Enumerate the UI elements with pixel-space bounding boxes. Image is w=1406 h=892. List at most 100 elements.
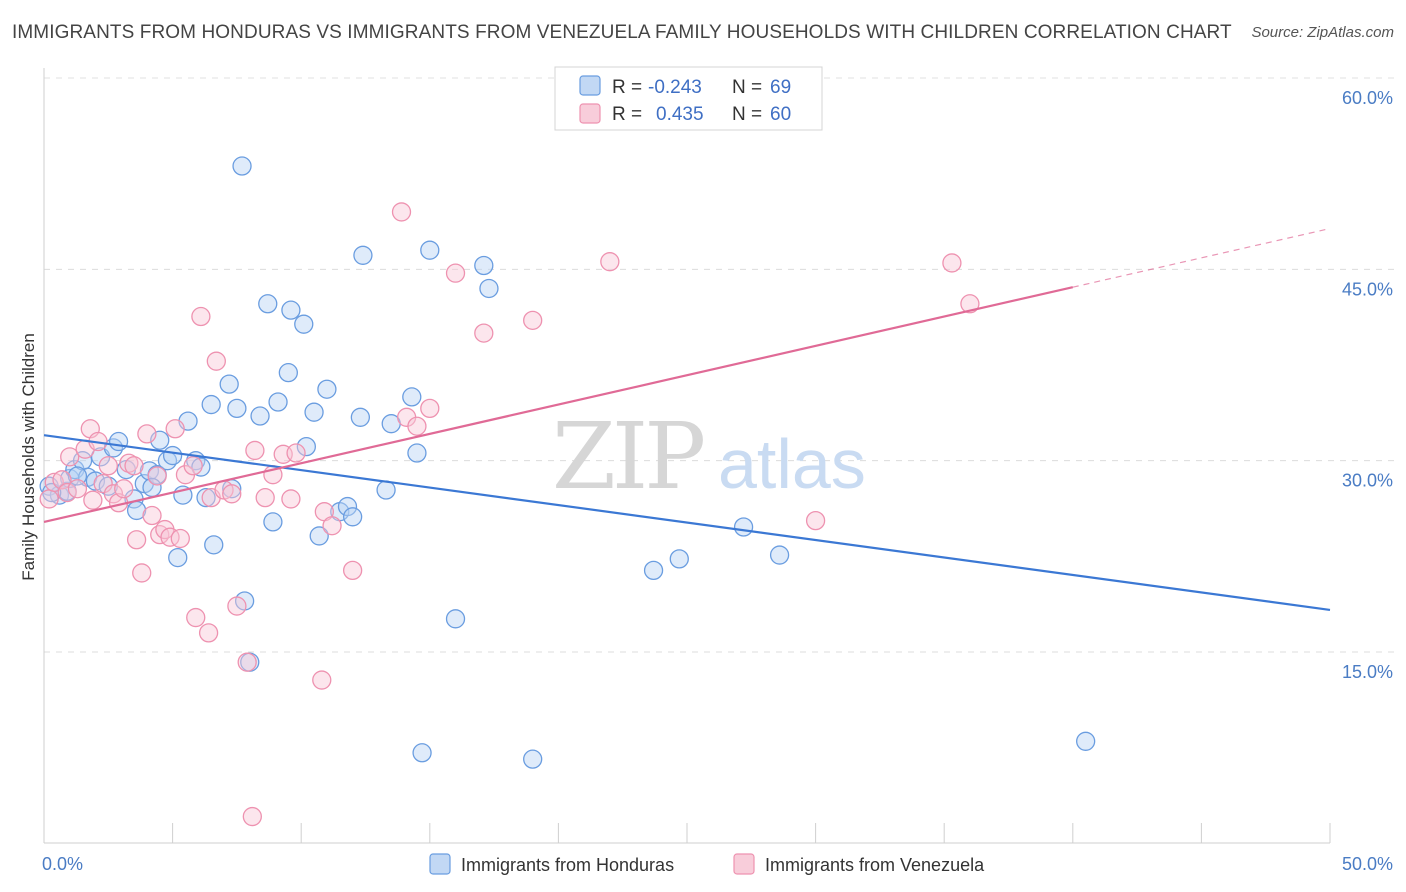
series-legend-swatch-venezuela (733, 853, 755, 875)
point-honduras-20 (162, 445, 183, 466)
y-tick-label-2: 45.0% (1342, 279, 1393, 299)
point-venezuela-44 (286, 443, 306, 463)
point-honduras-26 (196, 488, 216, 508)
point-honduras-28 (204, 535, 224, 555)
point-honduras-63 (733, 517, 754, 537)
point-venezuela-10 (93, 473, 113, 494)
point-venezuela-49 (391, 202, 412, 222)
point-honduras-60 (523, 749, 543, 769)
point-honduras-50 (353, 245, 373, 265)
point-honduras-48 (342, 507, 363, 527)
point-venezuela-28 (183, 456, 203, 476)
point-venezuela-29 (186, 607, 206, 628)
point-venezuela-55 (523, 310, 543, 331)
y-tick-label-3: 60.0% (1342, 88, 1393, 108)
point-honduras-29 (219, 374, 239, 394)
watermark: ZIP atlas (552, 403, 866, 510)
point-venezuela-36 (227, 596, 247, 616)
point-venezuela-37 (237, 652, 257, 672)
point-venezuela-12 (103, 484, 124, 504)
point-venezuela-57 (805, 510, 826, 531)
point-honduras-58 (474, 255, 494, 276)
point-venezuela-51 (407, 416, 427, 436)
point-venezuela-48 (342, 560, 363, 581)
point-venezuela-52 (420, 398, 440, 419)
point-honduras-44 (309, 526, 329, 546)
point-venezuela-45 (312, 670, 332, 690)
point-honduras-31 (227, 398, 247, 419)
legend-r-value-venezuela: 0.435 (656, 104, 704, 125)
point-honduras-53 (407, 443, 427, 463)
chart-title: IMMIGRANTS FROM HONDURAS VS IMMIGRANTS F… (12, 22, 1232, 43)
point-honduras-45 (317, 379, 337, 399)
point-honduras-41 (294, 314, 314, 334)
point-venezuela-3 (57, 482, 77, 503)
point-honduras-43 (304, 402, 324, 422)
point-venezuela-0 (39, 489, 59, 509)
point-venezuela-38 (242, 806, 262, 827)
watermark-zip: ZIP (552, 403, 703, 510)
point-venezuela-56 (600, 252, 620, 272)
point-honduras-54 (402, 387, 422, 407)
point-honduras-11 (108, 431, 129, 452)
point-venezuela-16 (124, 456, 144, 476)
y-axis-label: Family Households with Children (19, 333, 38, 581)
point-honduras-47 (337, 496, 358, 517)
point-venezuela-47 (322, 516, 342, 536)
trend-line-honduras (43, 434, 1331, 611)
x-tick-label-1: 50.0% (1342, 854, 1393, 874)
point-venezuela-15 (119, 453, 139, 473)
point-honduras-21 (168, 547, 188, 568)
point-venezuela-1 (44, 472, 64, 493)
point-honduras-49 (350, 407, 371, 427)
series-legend-label-honduras: Immigrants from Honduras (461, 855, 674, 875)
point-venezuela-11 (98, 456, 118, 476)
point-venezuela-14 (114, 479, 134, 499)
series-legend-swatch-honduras (429, 853, 451, 875)
point-venezuela-8 (83, 490, 103, 510)
point-venezuela-53 (445, 263, 466, 283)
legend-r-label-honduras: R = (612, 77, 642, 98)
legend-r-label-venezuela: R = (612, 104, 642, 125)
point-venezuela-24 (160, 527, 180, 547)
point-honduras-56 (420, 240, 440, 260)
legend-n-value-venezuela: 60 (770, 104, 791, 125)
watermark-atlas: atlas (718, 425, 866, 503)
data-points (39, 156, 1096, 827)
point-venezuela-2 (52, 470, 72, 490)
point-venezuela-30 (191, 306, 211, 327)
point-venezuela-4 (60, 447, 80, 467)
point-honduras-35 (250, 406, 270, 426)
point-honduras-65 (1076, 731, 1096, 751)
point-venezuela-43 (281, 489, 301, 509)
y-tick-label-1: 30.0% (1342, 471, 1393, 491)
point-honduras-59 (479, 278, 499, 299)
legend-n-label-venezuela: N = (732, 104, 762, 125)
point-honduras-57 (445, 609, 466, 629)
x-tick-label-0: 0.0% (42, 854, 83, 874)
point-venezuela-17 (126, 530, 147, 550)
point-venezuela-35 (222, 484, 242, 504)
point-venezuela-18 (132, 563, 152, 583)
legend-n-value-honduras: 69 (770, 77, 791, 98)
point-venezuela-40 (255, 488, 275, 508)
point-honduras-42 (296, 436, 316, 457)
y-tick-labels: 15.0% 30.0% 45.0% 60.0% (1342, 88, 1393, 682)
point-honduras-25 (191, 457, 211, 477)
trend-line-venezuela (43, 286, 1074, 523)
point-venezuela-39 (245, 440, 265, 461)
point-venezuela-19 (137, 424, 157, 444)
point-honduras-27 (201, 394, 221, 415)
point-venezuela-25 (165, 419, 185, 439)
point-honduras-36 (258, 294, 278, 314)
point-venezuela-31 (198, 623, 219, 643)
axes (43, 68, 1331, 844)
series-legend: Immigrants from Honduras Immigrants from… (429, 853, 985, 875)
legend-swatch-honduras (579, 75, 601, 96)
point-venezuela-21 (147, 466, 167, 486)
series-legend-label-venezuela: Immigrants from Venezuela (765, 855, 985, 875)
x-tick-labels: 0.0% 50.0% (42, 854, 1393, 874)
point-honduras-61 (643, 560, 664, 581)
point-honduras-39 (278, 363, 298, 383)
